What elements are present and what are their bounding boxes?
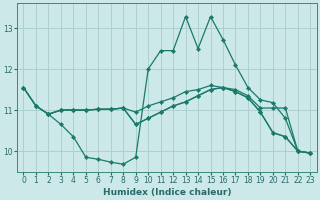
X-axis label: Humidex (Indice chaleur): Humidex (Indice chaleur) — [103, 188, 231, 197]
